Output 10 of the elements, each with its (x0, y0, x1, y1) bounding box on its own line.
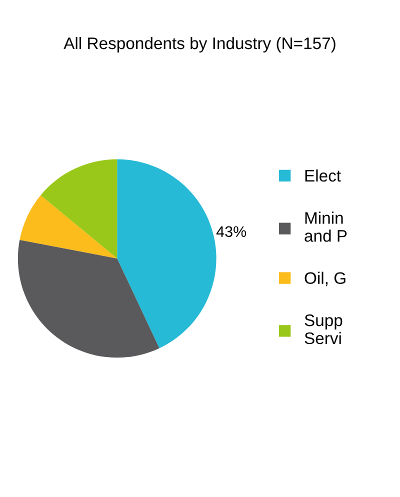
data-label: 43% (216, 226, 246, 238)
chart-title: All Respondents by Industry (N=157) (64, 36, 336, 52)
legend-label: Elect (305, 169, 341, 182)
pie-slice (40, 159, 118, 258)
pie-slice (18, 240, 160, 358)
legend-label: Minin and P (304, 212, 347, 242)
pie-slice (117, 159, 216, 348)
pie-slice (20, 195, 118, 258)
legend-label: Supp Servi (304, 314, 342, 344)
legend-label: Oil, G (304, 272, 346, 286)
